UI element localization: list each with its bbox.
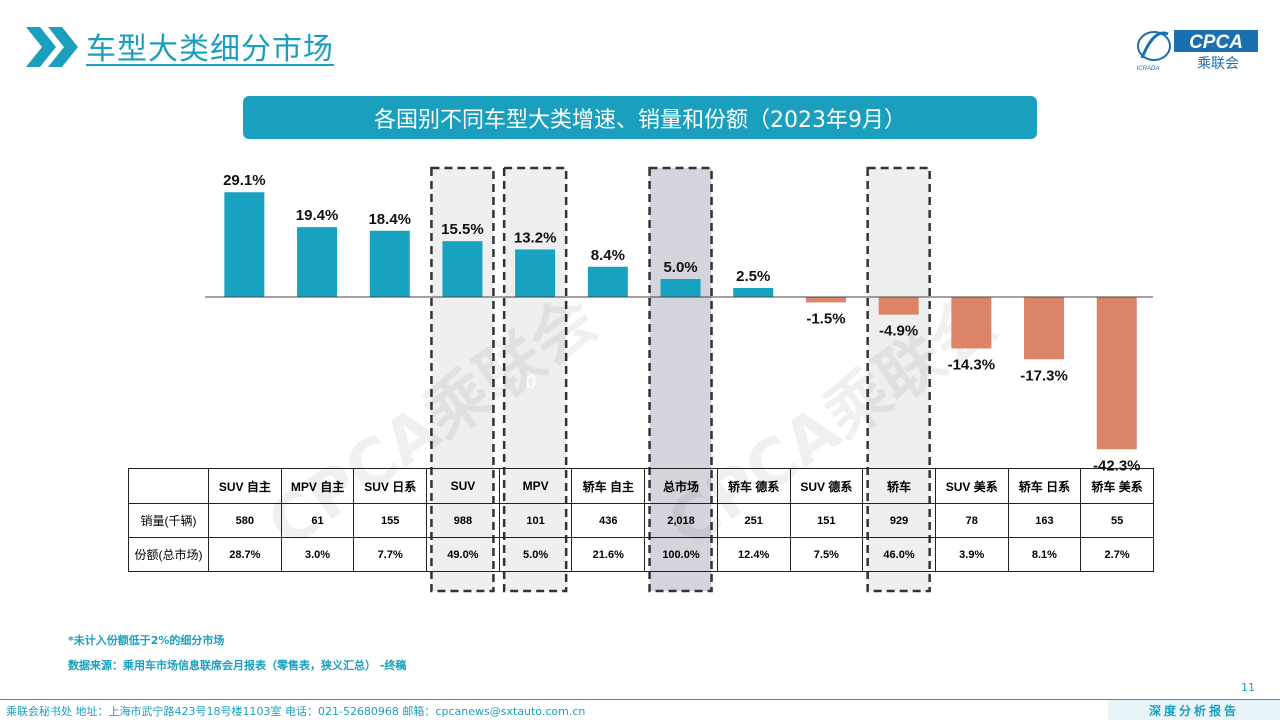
table-header-cell: SUV 德系 xyxy=(789,468,864,504)
table-corner-cell xyxy=(128,468,209,504)
table-cell: 2,018 xyxy=(644,503,718,538)
table-cell: 7.5% xyxy=(789,537,864,572)
table-cell: 101 xyxy=(498,503,573,538)
bar xyxy=(1024,297,1065,360)
value-label: -1.5% xyxy=(806,310,845,327)
value-label: 5.0% xyxy=(663,259,697,276)
table-row-share: 份额(总市场) 28.7% 3.0% 7.7% 49.0% 5.0% 21.6% 100.0%… xyxy=(128,537,1154,572)
bar xyxy=(1096,297,1137,450)
double-chevron-icon xyxy=(26,27,78,67)
page-number: 11 xyxy=(1241,681,1255,694)
bar xyxy=(587,266,628,297)
table-cell: 100.0% xyxy=(644,537,718,572)
bars-group xyxy=(224,192,1137,450)
value-label: 8.4% xyxy=(591,247,625,264)
table-cell: 5.0% xyxy=(498,537,573,572)
value-label: 29.1% xyxy=(223,172,266,189)
footer-divider xyxy=(0,699,1280,700)
table-cell: 3.0% xyxy=(280,537,355,572)
table-header-cell: SUV 日系 xyxy=(353,468,428,504)
table-header-cell: SUV 美系 xyxy=(934,468,1009,504)
bar xyxy=(224,192,265,297)
table-row-sales: 销量(千辆) 580 61 155 988 101 436 2,018 251 151 929 78 1… xyxy=(128,503,1154,538)
value-label: 15.5% xyxy=(441,221,484,238)
footnote-note: *未计入份额低于2%的细分市场 xyxy=(68,634,225,647)
value-label: 18.4% xyxy=(368,211,411,228)
data-table: SUV 自主 MPV 自主 SUV 日系 SUV MPV 轿车 自主 总市场 轿车 德系 SUV… xyxy=(128,468,1154,572)
value-label: 13.2% xyxy=(514,229,557,246)
page-title: 车型大类细分市场 xyxy=(86,32,334,67)
table-cell: 78 xyxy=(934,503,1009,538)
cpca-logo: CPCA 乘联会 ICRADA xyxy=(1137,30,1258,72)
footnote-source: 数据来源：乘用车市场信息联席会月报表（零售表，狭义汇总） -终稿 xyxy=(68,659,407,672)
table-cell: 49.0% xyxy=(426,537,500,572)
chart-title-banner: 各国别不同车型大类增速、销量和份额（2023年9月） xyxy=(243,96,1037,139)
value-label: -4.9% xyxy=(879,323,918,340)
table-header-cell: 轿车 自主 xyxy=(571,468,646,504)
table-cell: 988 xyxy=(426,503,500,538)
table-header-cell: SUV 自主 xyxy=(208,468,282,504)
footnotes: *未计入份额低于2%的细分市场 数据来源：乘用车市场信息联席会月报表（零售表，狭… xyxy=(68,628,406,678)
table-cell: 55 xyxy=(1080,503,1154,538)
table-header-cell: SUV xyxy=(426,468,500,504)
header-bar: 车型大类细分市场 CPCA 乘联会 ICRADA xyxy=(0,0,1280,78)
table-header-cell: 总市场 xyxy=(644,468,718,504)
table-header-row: SUV 自主 MPV 自主 SUV 日系 SUV MPV 轿车 自主 总市场 轿车 德系 SUV… xyxy=(128,468,1154,504)
svg-text:CPCA: CPCA xyxy=(1189,32,1243,53)
bar xyxy=(297,227,338,297)
table-header-cell: 轿车 日系 xyxy=(1007,468,1082,504)
value-label: -14.3% xyxy=(948,356,996,373)
footer-info: 乘联会秘书处 地址：上海市武宁路423号18号楼1103室 电话：021-526… xyxy=(6,705,586,718)
bar xyxy=(369,230,410,297)
table-header-cell: MPV xyxy=(498,468,573,504)
footer-report-tag: 深度分析报告 xyxy=(1108,700,1280,720)
table-cell: 61 xyxy=(280,503,355,538)
table-header-cell: 轿车 xyxy=(862,468,936,504)
stray-zero-label: 0 xyxy=(526,372,536,392)
table-cell: 46.0% xyxy=(862,537,936,572)
table-row-header: 份额(总市场) xyxy=(128,537,209,572)
table-cell: 8.1% xyxy=(1007,537,1082,572)
table-cell: 251 xyxy=(716,503,791,538)
value-label: 19.4% xyxy=(296,207,339,224)
table-cell: 2.7% xyxy=(1080,537,1154,572)
table-cell: 28.7% xyxy=(208,537,282,572)
table-cell: 436 xyxy=(571,503,646,538)
value-labels-group: 29.1% 19.4% 18.4% 15.5% 13.2% 8.4% 5.0% 2.5% -1.… xyxy=(223,172,1140,474)
svg-text:ICRADA: ICRADA xyxy=(1137,66,1160,72)
table-cell: 12.4% xyxy=(716,537,791,572)
bar xyxy=(878,297,919,315)
bar xyxy=(733,288,774,297)
table-header-cell: 轿车 德系 xyxy=(716,468,791,504)
bar xyxy=(951,297,992,349)
table-cell: 929 xyxy=(862,503,936,538)
value-label: -17.3% xyxy=(1020,367,1068,384)
table-cell: 21.6% xyxy=(571,537,646,572)
value-label: 2.5% xyxy=(736,268,770,285)
bar xyxy=(515,249,556,297)
table-cell: 155 xyxy=(353,503,428,538)
bar xyxy=(805,297,846,303)
bar xyxy=(660,279,701,297)
table-cell: 163 xyxy=(1007,503,1082,538)
table-cell: 151 xyxy=(789,503,864,538)
svg-text:乘联会: 乘联会 xyxy=(1197,56,1239,72)
table-header-cell: 轿车 美系 xyxy=(1080,468,1154,504)
table-cell: 3.9% xyxy=(934,537,1009,572)
table-cell: 7.7% xyxy=(353,537,428,572)
table-cell: 580 xyxy=(208,503,282,538)
table-row-header: 销量(千辆) xyxy=(128,503,209,538)
table-header-cell: MPV 自主 xyxy=(280,468,355,504)
bar xyxy=(442,241,483,297)
